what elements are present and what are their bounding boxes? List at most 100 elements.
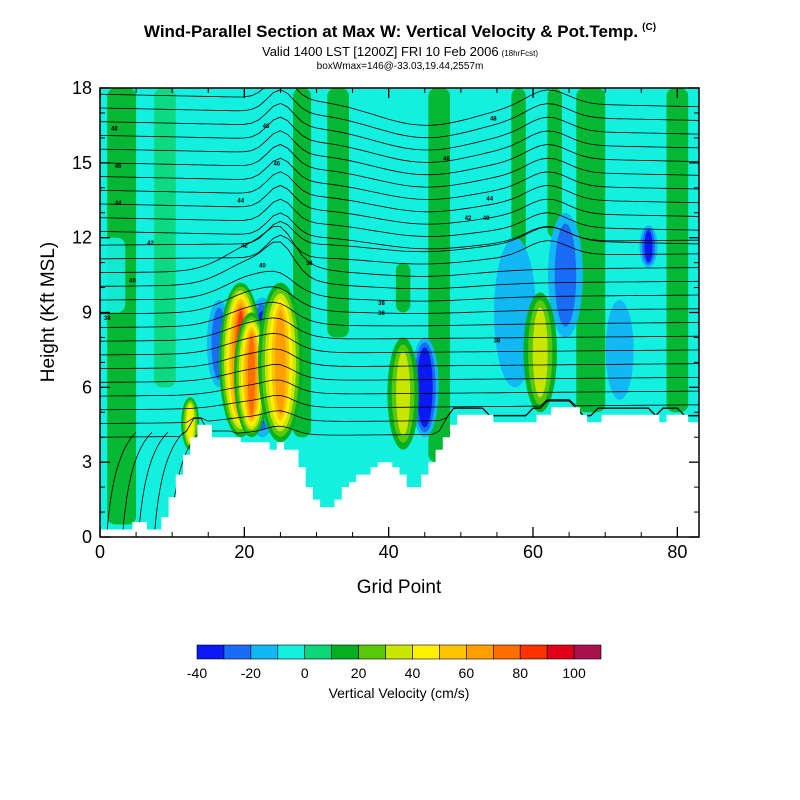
contour-label-0: 48 xyxy=(111,126,118,132)
contour-label-8: 44 xyxy=(237,199,244,205)
draft-cells xyxy=(181,212,658,450)
x-axis-label: Grid Point xyxy=(357,577,442,598)
contour-label-7: 46 xyxy=(273,161,280,167)
isentrope-21 xyxy=(100,130,699,176)
colorbar-tick-label-1: -20 xyxy=(241,665,261,681)
updraft-3-level-60 xyxy=(275,309,286,415)
isentrope-20 xyxy=(100,144,699,188)
chart-title-text: Wind-Parallel Section at Max W: Vertical… xyxy=(143,22,639,41)
colorbar-ticks: -40 -20 0 20 40 60 80 100 xyxy=(187,665,586,681)
contour-label-19: 38 xyxy=(494,338,501,344)
isentrope-23 xyxy=(100,102,699,151)
streak-1 xyxy=(154,88,176,388)
colorbar-swatch-5 xyxy=(331,644,359,660)
colorbar-tick-label-4: 40 xyxy=(405,665,421,681)
colorbar-tick-label-6: 80 xyxy=(512,665,528,681)
terrain-mask xyxy=(100,407,699,537)
isentrope-11 xyxy=(100,241,699,290)
contour-label-9: 42 xyxy=(241,244,248,250)
contour-label-16: 44 xyxy=(486,196,493,202)
contour-labels: 48 46 44 42 40 38 48 46 44 42 40 36 38 36 48 46 44 42 40 38 xyxy=(104,116,501,344)
low-contour-1 xyxy=(122,431,153,530)
isentrope-10 xyxy=(100,270,699,302)
x-tick-label-4: 80 xyxy=(667,542,687,562)
colorbar-swatch-0 xyxy=(196,644,225,660)
contour-label-15: 46 xyxy=(443,156,450,162)
colorbar-tick-label-5: 60 xyxy=(459,665,475,681)
low-contour-2 xyxy=(138,431,169,530)
colorbar-label: Vertical Velocity (cm/s) xyxy=(329,685,470,701)
streak-2 xyxy=(186,88,202,338)
colorbar-swatch-12 xyxy=(519,644,548,660)
colorbar-swatch-3 xyxy=(277,644,306,660)
isentrope-4 xyxy=(100,363,699,383)
x-tick-label-0: 0 xyxy=(95,542,105,562)
colorbar-tick-label-2: 0 xyxy=(301,665,309,681)
isentrope-19 xyxy=(100,157,699,200)
chart-subtitle: Valid 1400 LST [1200Z] FRI 10 Feb 2006 (1… xyxy=(0,44,800,59)
streak-12 xyxy=(352,88,368,213)
colorbar-swatch-1 xyxy=(223,644,252,660)
streak-11 xyxy=(666,88,689,413)
isentrope-22 xyxy=(100,116,699,163)
updraft-5-level-30 xyxy=(532,307,548,398)
isentrope-17 xyxy=(100,185,699,225)
streak-6 xyxy=(457,88,479,288)
isentrope-25 xyxy=(100,88,699,126)
colorbar-swatch-11 xyxy=(492,644,521,660)
streak-4 xyxy=(327,88,349,338)
isentrope-12 xyxy=(100,226,699,277)
colorbar-tick-label-7: 100 xyxy=(562,665,586,681)
streak-8 xyxy=(547,88,562,238)
isentrope-24 xyxy=(100,89,699,139)
colorbar-swatch-14 xyxy=(573,644,602,660)
isentrope-18 xyxy=(100,171,699,213)
colorbar-tick-label-0: -40 xyxy=(187,665,207,681)
contour-label-11: 36 xyxy=(306,261,313,267)
contour-label-6: 48 xyxy=(263,124,270,130)
downdraft-4-level--30 xyxy=(644,230,653,263)
contour-label-10: 40 xyxy=(259,264,266,270)
chart-title-suffix: (C) xyxy=(642,22,657,34)
contour-label-12: 38 xyxy=(378,301,385,307)
y-axis-label: Height (Kft MSL) xyxy=(38,242,59,382)
y-tick-label-3: 9 xyxy=(82,303,92,323)
colorbar xyxy=(196,644,602,660)
chart-forecast-hour: (18hrFcst) xyxy=(501,49,538,58)
isentrope-13 xyxy=(100,234,699,265)
y-tick-label-0: 0 xyxy=(82,527,92,547)
colorbar-swatch-4 xyxy=(304,644,332,660)
isentrope-8 xyxy=(100,301,699,328)
contour-label-3: 42 xyxy=(147,241,154,247)
colorbar-tick-label-3: 20 xyxy=(351,665,367,681)
isentrope-14 xyxy=(100,220,699,253)
contour-label-1: 46 xyxy=(115,164,122,170)
isentrope-15 xyxy=(100,212,699,250)
downdraft-5-level--20 xyxy=(554,223,577,327)
x-axis-ticks: 0 20 40 60 80 xyxy=(95,88,687,562)
colorbar-swatch-2 xyxy=(250,644,279,660)
contour-label-5: 38 xyxy=(104,316,111,322)
streak-9 xyxy=(576,88,606,413)
colorbar-swatch-9 xyxy=(439,644,467,660)
contour-label-2: 44 xyxy=(115,201,122,207)
isentrope-0 xyxy=(100,400,699,438)
colorbar-swatch-6 xyxy=(358,644,386,660)
streak-10 xyxy=(626,88,642,213)
y-tick-label-2: 6 xyxy=(82,377,92,397)
isentrope-3 xyxy=(100,379,699,397)
downdraft-3-level--40 xyxy=(419,352,430,423)
y-tick-label-1: 3 xyxy=(82,452,92,472)
colorbar-swatch-10 xyxy=(466,644,494,660)
contour-label-17: 42 xyxy=(465,216,472,222)
isentrope-lines xyxy=(100,88,699,530)
isentrope-5 xyxy=(100,348,699,369)
isentrope-1 xyxy=(100,400,699,424)
chart-title: Wind-Parallel Section at Max W: Vertical… xyxy=(0,22,800,42)
contour-label-14: 48 xyxy=(490,116,497,122)
updraft-2-level-70 xyxy=(247,334,256,416)
y-tick-label-4: 12 xyxy=(72,228,92,248)
x-tick-label-2: 40 xyxy=(379,542,399,562)
